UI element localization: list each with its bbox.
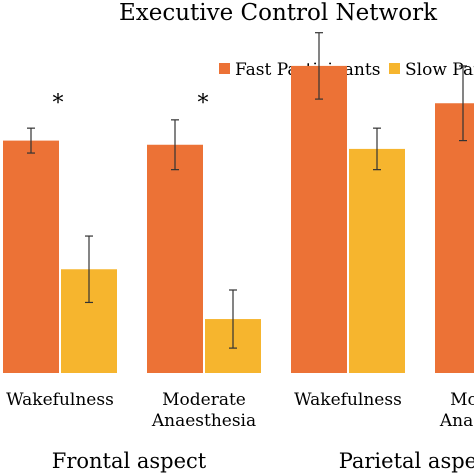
x-tick-labels: Wakefulness Moderate Anaesthesia Wakefulnes… (6, 390, 474, 431)
group-labels: Frontal aspect Parietal aspect (52, 449, 474, 473)
significance-markers: * * (53, 91, 209, 116)
significance-star: * (198, 91, 209, 116)
significance-star: * (53, 91, 64, 116)
bar (435, 103, 474, 373)
bars (3, 65, 474, 374)
group-label: Parietal aspect (339, 449, 474, 473)
x-tick-label: Wakefulness (294, 390, 402, 410)
x-tick-label: Wakefulness (6, 390, 114, 410)
legend-label: Slow Participants (405, 60, 474, 80)
legend-swatch (389, 63, 400, 74)
bar (147, 144, 203, 373)
error-bars (27, 32, 467, 349)
chart-title: Executive Control Network (119, 0, 438, 26)
bar (291, 65, 347, 374)
bar (349, 148, 405, 373)
group-label: Frontal aspect (52, 449, 207, 473)
bar (3, 140, 59, 373)
legend-swatch (219, 63, 230, 74)
